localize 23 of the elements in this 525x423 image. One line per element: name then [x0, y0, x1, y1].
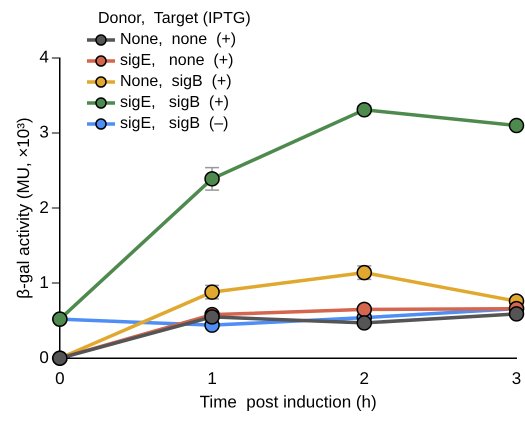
- legend-label: None, sigB (+): [120, 72, 232, 92]
- legend-label: None, none (+): [120, 30, 236, 50]
- x-axis-title: Time post induction (h): [200, 392, 377, 412]
- legend-label: sigE, sigB (+): [120, 93, 229, 113]
- legend-label: sigE, none (+): [120, 51, 234, 71]
- y-tick-label: 3: [39, 122, 49, 142]
- y-axis-title: β-gal activity (MU, ×10³): [14, 117, 33, 299]
- point: [356, 315, 372, 331]
- point: [356, 302, 372, 318]
- y-tick-label: 2: [39, 198, 49, 217]
- legend-label: sigE, sigB (–): [120, 114, 228, 134]
- point: [508, 306, 524, 322]
- legend-title: Donor, Target (IPTG): [97, 9, 251, 29]
- x-tick-label: 1: [207, 369, 217, 388]
- point: [204, 171, 220, 187]
- y-tick-label: 1: [39, 272, 49, 292]
- x-tick-label: 3: [512, 369, 522, 388]
- point: [356, 102, 372, 118]
- y-tick-label: 4: [39, 48, 49, 67]
- point: [508, 118, 524, 134]
- x-tick-label: 2: [360, 369, 370, 388]
- y-tick-label: 0: [39, 348, 49, 367]
- x-tick-label: 0: [55, 369, 65, 388]
